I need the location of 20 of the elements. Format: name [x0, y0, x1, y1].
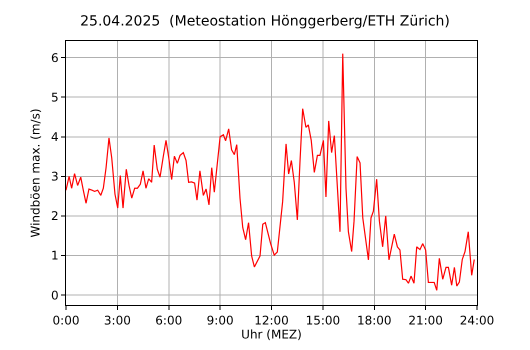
y-tick-label: 4 [50, 130, 59, 144]
x-tick-label: 3:00 [104, 313, 131, 328]
x-tick-label: 12:00 [254, 313, 289, 328]
x-tick-label: 9:00 [206, 313, 234, 328]
x-tick-label: 18:00 [356, 313, 392, 328]
x-tick-label: 6:00 [155, 313, 182, 328]
y-axis-title: Windböen max. (m/s) [28, 108, 42, 238]
chart-title: 25.04.2025 (Meteostation Hönggerberg/ETH Zürich) [80, 14, 450, 30]
x-tick-label: 15:00 [306, 313, 340, 328]
x-tick-label: 0:00 [52, 313, 80, 328]
x-tick-label: 21:00 [408, 313, 443, 328]
y-tick-label: 2 [50, 209, 59, 224]
y-tick-label: 6 [50, 50, 59, 65]
y-tick-label: 3 [50, 170, 59, 184]
x-axis-title: Uhr (MEZ) [241, 327, 302, 342]
x-tick-label: 24:00 [460, 313, 494, 328]
y-tick-label: 1 [50, 248, 59, 263]
line-series [66, 53, 475, 291]
y-tick-label: 0 [50, 288, 59, 302]
y-tick-label: 5 [50, 90, 59, 104]
